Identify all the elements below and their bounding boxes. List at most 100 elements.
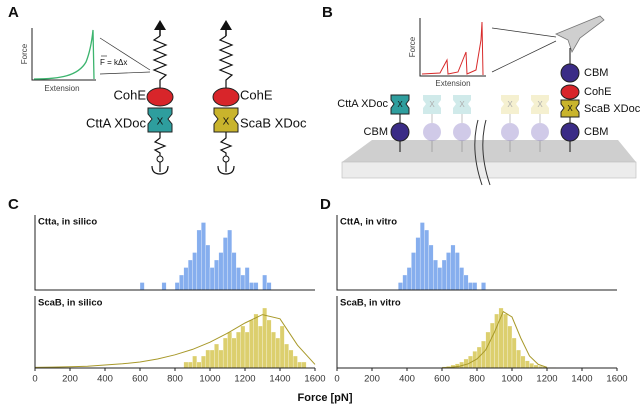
module-name: CohE	[113, 87, 146, 102]
bar	[402, 274, 408, 291]
surface-molecules: X X X X X X	[390, 48, 580, 152]
bar	[183, 267, 189, 291]
zoom-line	[491, 40, 557, 73]
break-marks	[474, 119, 491, 186]
module-name: CttA XDoc	[337, 98, 388, 110]
bar	[507, 325, 513, 369]
module-label: X	[507, 100, 513, 109]
module-label: X	[459, 100, 465, 109]
bar	[511, 337, 517, 369]
module-label: X	[537, 100, 543, 109]
construct-ctta: X	[146, 20, 174, 175]
bar	[218, 252, 224, 291]
bar	[253, 282, 259, 291]
zoom-line	[99, 71, 151, 75]
bar	[187, 259, 193, 291]
x-tick-label: 1000	[199, 374, 220, 385]
inset-x-label: Extension	[44, 84, 79, 93]
x-tick-label: 600	[434, 374, 450, 385]
surface-top	[342, 140, 636, 162]
bar	[240, 274, 246, 291]
bar	[201, 355, 206, 369]
bar	[271, 331, 276, 369]
bar	[192, 252, 198, 291]
bar	[485, 331, 491, 369]
bar	[288, 349, 294, 369]
module-label: X	[223, 117, 230, 128]
bar	[218, 349, 224, 369]
bar	[437, 267, 443, 291]
x-tick-label: 200	[364, 374, 380, 385]
bar	[236, 267, 241, 291]
bar	[468, 282, 473, 291]
x-tick-label: 400	[399, 374, 415, 385]
panel-letter: C	[8, 196, 19, 213]
bar	[257, 325, 263, 369]
bar	[205, 349, 211, 369]
panel-title: Ctta, in silico	[38, 217, 97, 228]
bar	[222, 337, 228, 369]
x-tick-label: 0	[32, 374, 37, 385]
x-tick-label: 1600	[304, 374, 325, 385]
bar	[433, 259, 438, 291]
x-tick-label: 1200	[536, 374, 557, 385]
module-label: X	[567, 104, 573, 113]
inset-curve	[33, 29, 95, 80]
bar	[266, 282, 272, 291]
bar	[450, 244, 456, 291]
bar	[459, 267, 465, 291]
bar	[419, 222, 425, 291]
bar	[266, 319, 272, 369]
bar	[253, 313, 259, 369]
bar	[529, 363, 535, 369]
bar	[174, 282, 180, 291]
bar	[244, 267, 250, 291]
x-tick-label: 600	[132, 374, 148, 385]
bar	[524, 360, 530, 369]
bar	[503, 313, 508, 369]
bar	[297, 361, 303, 369]
fit-curve	[34, 314, 316, 368]
panel-letter: A	[8, 4, 19, 21]
bar	[244, 331, 250, 369]
module-label: X	[429, 100, 435, 109]
inset-y-label: Force	[20, 43, 29, 64]
bar	[415, 237, 421, 291]
panel-title: CttA, in vitro	[340, 217, 397, 228]
bar	[446, 252, 451, 291]
bar	[476, 346, 482, 369]
panel-title: ScaB, in vitro	[340, 298, 401, 309]
bar	[139, 282, 145, 291]
bar	[428, 244, 434, 291]
bar	[187, 361, 193, 369]
bar	[249, 282, 254, 291]
surface-front	[341, 161, 637, 179]
bar	[201, 222, 206, 291]
bar	[209, 267, 215, 291]
x-tick-label: 800	[167, 374, 183, 385]
bar	[489, 322, 495, 369]
bar	[284, 343, 289, 369]
bar	[481, 282, 486, 291]
bar	[240, 325, 246, 369]
bar	[196, 361, 202, 369]
cantilever	[555, 15, 605, 53]
x-tick-label: 200	[62, 374, 78, 385]
bar	[196, 229, 202, 291]
bar	[398, 282, 403, 291]
bar	[231, 337, 237, 369]
bar	[227, 331, 233, 369]
bar	[472, 282, 478, 291]
module-name: CBM	[364, 126, 388, 138]
x-tick-label: 800	[469, 374, 485, 385]
bar	[227, 229, 233, 291]
fit-curve	[441, 310, 548, 369]
bar	[205, 244, 211, 291]
inset-x-label: Extension	[435, 79, 470, 88]
x-tick-label: 0	[334, 374, 339, 385]
bar	[424, 229, 430, 291]
equation: F = kΔx	[100, 58, 127, 67]
bar	[222, 237, 228, 291]
